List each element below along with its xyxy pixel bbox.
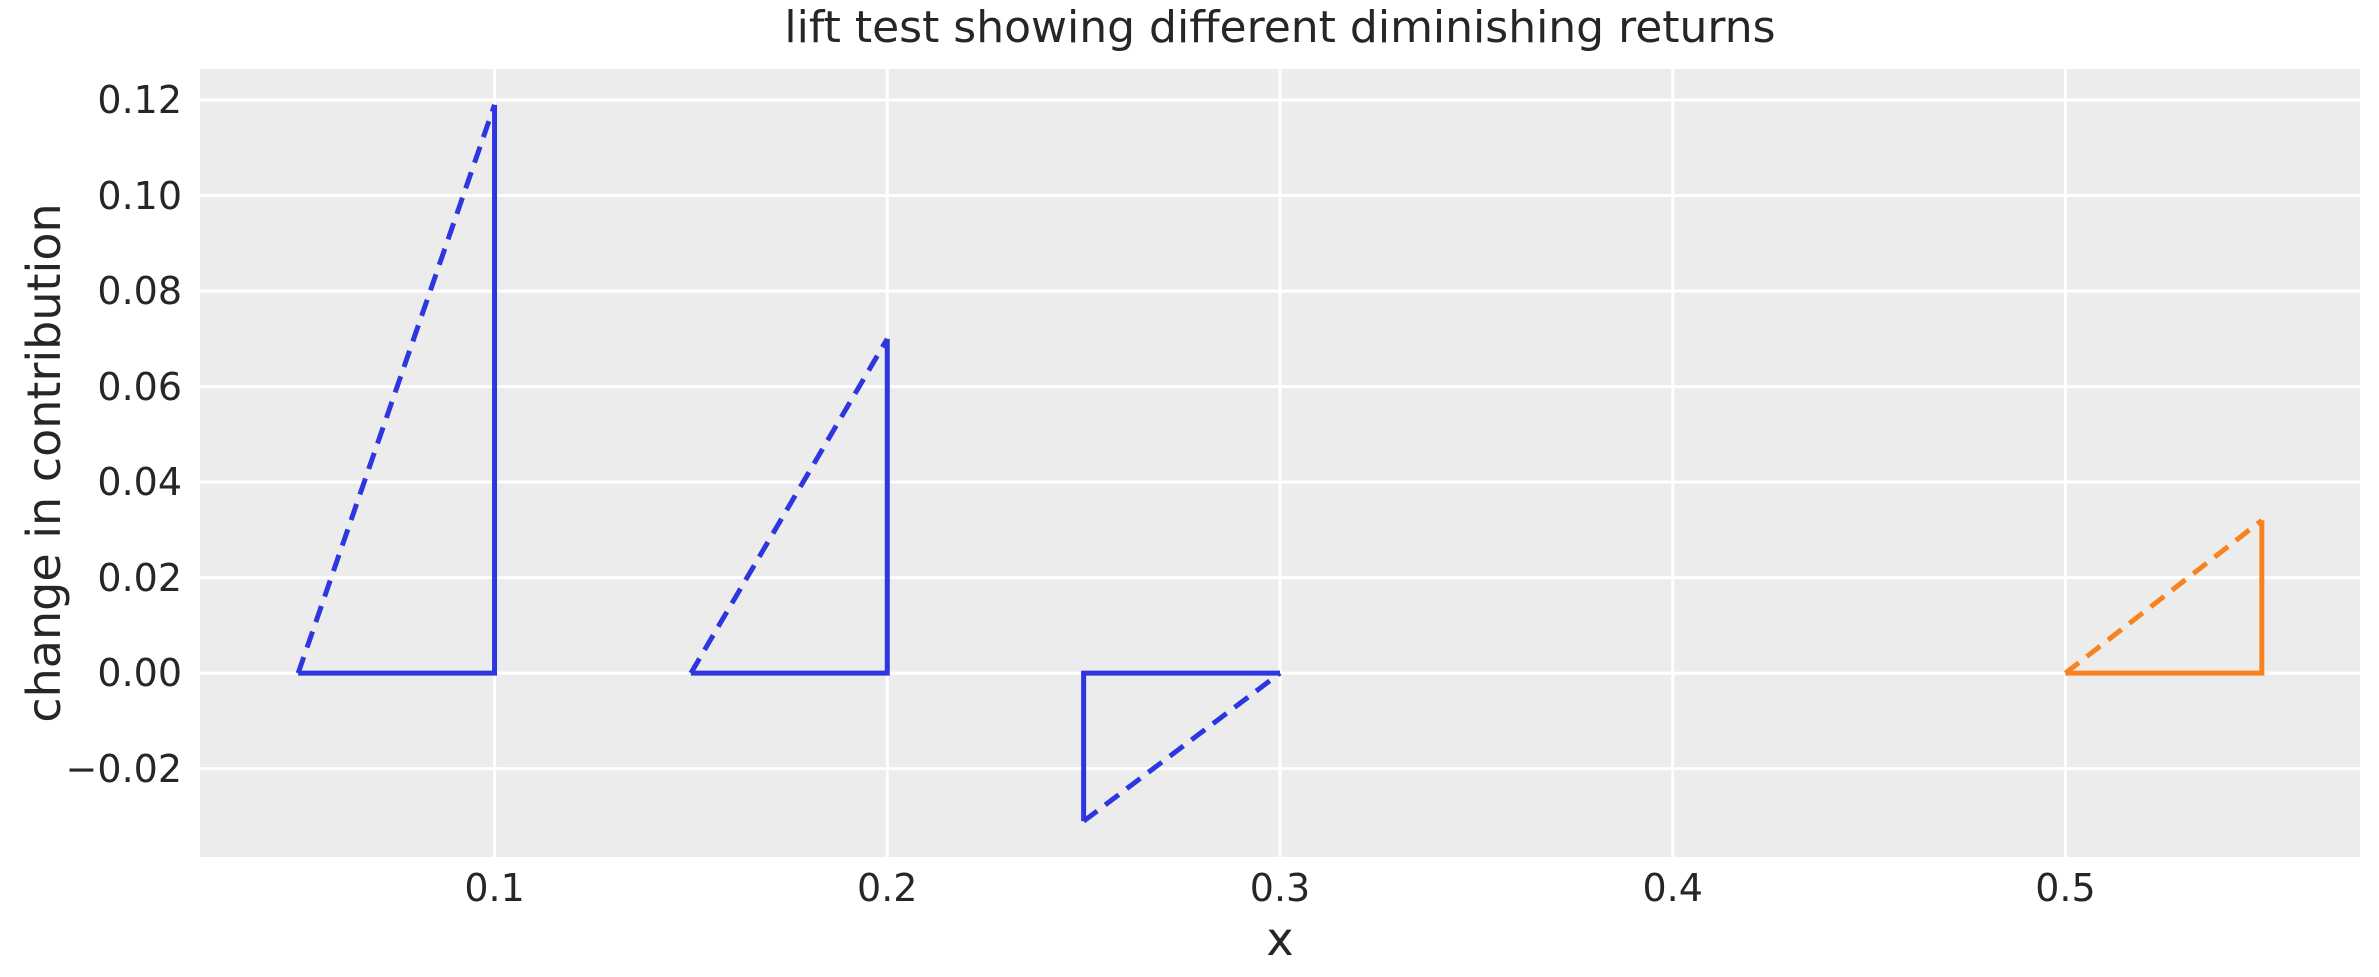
y-tick-label: 0.08	[97, 269, 182, 314]
lift-triangle-1-solid-edges	[298, 104, 498, 676]
lift-triangle-3-dashed-hypotenuse	[1082, 671, 1282, 824]
y-tick-label: 0.10	[97, 173, 182, 218]
lift-triangle-2-dashed-hypotenuse	[688, 337, 890, 675]
x-axis-label: x	[1266, 912, 1294, 966]
x-tick-label: 0.1	[464, 866, 525, 910]
y-tick-label: −0.02	[65, 746, 182, 791]
x-tick-label: 0.3	[1249, 866, 1311, 910]
lift-triangle-2-solid-edges	[690, 338, 890, 676]
lift-triangle-4-dashed-hypotenuse	[2063, 518, 2264, 676]
chart-title: lift test showing different diminishing …	[784, 2, 1776, 53]
x-tick-label: 0.2	[857, 866, 918, 910]
lift-triangle-3-solid-edges	[1081, 670, 1280, 822]
y-tick-label: 0.04	[97, 460, 182, 505]
x-tick-label: 0.5	[2035, 866, 2096, 910]
y-tick-label: 0.00	[97, 651, 182, 696]
y-tick-label: 0.06	[97, 364, 182, 409]
lift-triangle-1-dashed-hypotenuse	[295, 104, 497, 674]
lift-triangle-4-solid-edges	[2065, 520, 2265, 676]
y-tick-label: 0.12	[97, 78, 182, 123]
x-tick-label: 0.4	[1642, 866, 1703, 910]
y-tick-label: 0.02	[97, 555, 182, 600]
